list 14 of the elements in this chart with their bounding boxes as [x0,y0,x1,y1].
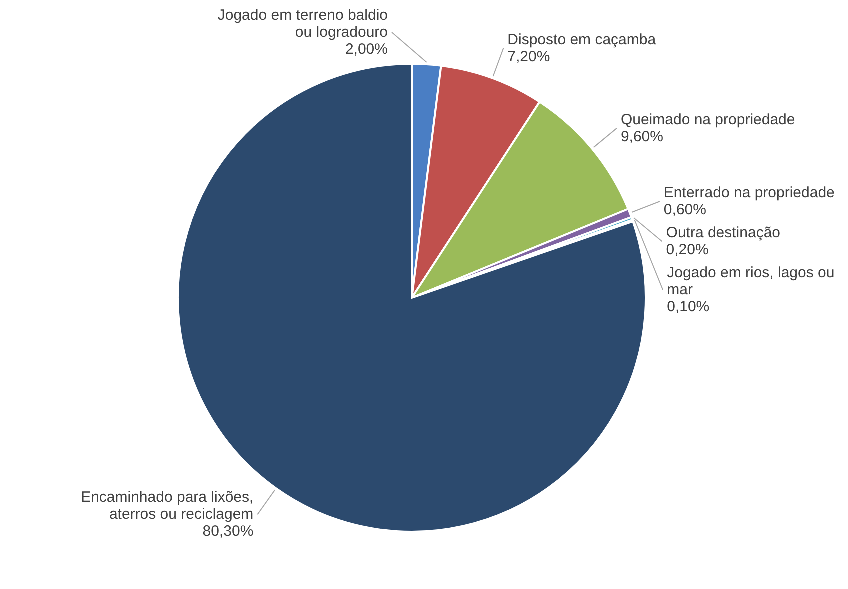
slice-label: Outra destinação [666,224,781,242]
data-label: 80,30% [202,523,254,540]
data-label: 2,00% [345,41,388,58]
data-label: 9,60% [620,128,664,146]
data-label: 0,60% [664,202,706,219]
slice-label: Disposto em caçamba [508,31,657,48]
slice-label: Enterrado na propriedade [664,184,835,202]
slice-label: Encaminhado para lixões, aterros ou reciclagem [81,489,254,524]
data-label: 0,20% [666,242,709,259]
slice-label: Jogado em terreno baldio ou logradouro [218,7,388,42]
slice-label: Queimado na propriedade [620,111,796,128]
data-label: 7,20% [508,48,550,66]
slice-label: Jogado em rios, lagos ou mar [667,264,835,299]
data-label: 0,10% [667,298,710,316]
